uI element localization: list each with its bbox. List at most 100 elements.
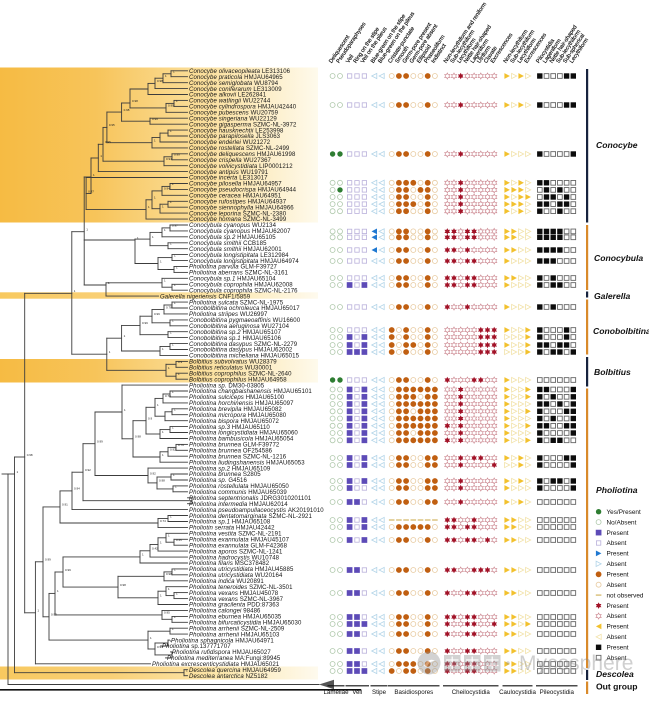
- svg-text:Pileocystidia: Pileocystidia: [540, 689, 575, 696]
- svg-text:Conocybe singeriana WU22129: Conocybe singeriana WU22129: [189, 116, 277, 122]
- svg-text:Pholiotina exannulata HMJAU451: Pholiotina exannulata HMJAU45107: [189, 538, 290, 544]
- svg-text:0.92: 0.92: [150, 471, 156, 475]
- svg-text:1: 1: [170, 129, 172, 133]
- svg-text:Conocybe deliquescens HMJAU619: Conocybe deliquescens HMJAU61998: [189, 152, 296, 158]
- svg-text:1: 1: [170, 514, 172, 518]
- svg-text:Conocybe ceracea HMJAU64951: Conocybe ceracea HMJAU64951: [189, 194, 282, 200]
- svg-text:0.79: 0.79: [178, 443, 184, 447]
- svg-text:0.99: 0.99: [142, 321, 148, 325]
- svg-text:Conocybe hausknechtii LE253998: Conocybe hausknechtii LE253998: [189, 128, 284, 134]
- svg-text:Conocybula longistipitata LE31: Conocybula longistipitata LE312984: [189, 253, 289, 259]
- svg-text:Pholiotina brevipila HMJAU6508: Pholiotina brevipila HMJAU65082: [189, 407, 282, 413]
- svg-text:0.87: 0.87: [88, 189, 94, 193]
- svg-text:Conocybe alkovii LE262841: Conocybe alkovii LE262841: [189, 93, 267, 99]
- svg-text:Absent: Absent: [607, 634, 627, 641]
- svg-text:Pholiotina brunnea SZMC-NL-121: Pholiotina brunnea SZMC-NL-1216: [189, 454, 287, 460]
- svg-text:1: 1: [174, 568, 176, 572]
- svg-text:Basidiospores: Basidiospores: [394, 689, 433, 696]
- svg-text:Pholiotina communis HMJAU65039: Pholiotina communis HMJAU65039: [189, 490, 287, 496]
- svg-text:0.98: 0.98: [157, 79, 163, 83]
- svg-text:1: 1: [178, 372, 180, 376]
- svg-text:Pholiotin serrata HMJAU42442: Pholiotin serrata HMJAU42442: [189, 526, 275, 532]
- svg-text:1: 1: [164, 279, 166, 283]
- svg-text:Conocybe semiglobata WU8794: Conocybe semiglobata WU8794: [189, 81, 279, 87]
- svg-text:Pholiotina micropora HMJAU6508: Pholiotina micropora HMJAU65080: [189, 413, 287, 419]
- svg-text:Conocybe antipus WU19791: Conocybe antipus WU19791: [189, 170, 269, 176]
- svg-text:Absent: Absent: [607, 561, 627, 568]
- svg-text:1: 1: [162, 430, 164, 434]
- svg-text:1: 1: [148, 205, 150, 209]
- svg-text:Absent: Absent: [607, 655, 627, 662]
- svg-text:Conocybe homana SZMC-NL-3499: Conocybe homana SZMC-NL-3499: [189, 217, 287, 223]
- svg-text:Stipe: Stipe: [372, 689, 387, 696]
- svg-text:Pholiotina intermedia HMJAU620: Pholiotina intermedia HMJAU62014: [189, 502, 288, 508]
- svg-text:1: 1: [168, 534, 170, 538]
- svg-text:Present: Present: [607, 645, 629, 652]
- svg-text:0.95: 0.95: [109, 123, 115, 127]
- svg-text:0.97: 0.97: [172, 224, 178, 228]
- svg-text:0.98: 0.98: [120, 583, 126, 587]
- svg-text:Pholiotina sp.2 HMJAU65109: Pholiotina sp.2 HMJAU65109: [189, 466, 271, 472]
- svg-text:1: 1: [86, 228, 88, 232]
- svg-text:Cheilocystidia: Cheilocystidia: [452, 689, 491, 696]
- svg-text:Conobolbitina dasypus SZMC-NL-: Conobolbitina dasypus SZMC-NL-2279: [189, 342, 298, 348]
- svg-text:0.98: 0.98: [159, 479, 165, 483]
- svg-text:Veil: Veil: [352, 689, 362, 696]
- svg-text:Conobolbitina pygmaeoaffinis W: Conobolbitina pygmaeoaffinis WU16600: [189, 318, 301, 324]
- svg-text:Pholiotina utricystidiata WU20: Pholiotina utricystidiata WU20164: [189, 573, 283, 579]
- svg-text:Absent: Absent: [607, 613, 627, 620]
- svg-text:Yes/Present: Yes/Present: [607, 509, 641, 516]
- svg-text:1: 1: [157, 403, 159, 407]
- svg-text:Conocybe watlingii WU22744: Conocybe watlingii WU22744: [189, 99, 271, 105]
- svg-text:Pholiotina rufidispora HMJAU65: Pholiotina rufidispora HMJAU65027: [172, 650, 271, 656]
- svg-text:Conobolbitina: Conobolbitina: [593, 326, 649, 336]
- svg-text:Mycosphere: Mycosphere: [519, 652, 633, 675]
- svg-text:Conocybe siennophylla HMJAU649: Conocybe siennophylla HMJAU64966: [189, 205, 294, 211]
- svg-text:Pholiotina: Pholiotina: [596, 485, 638, 495]
- svg-text:Conocybe praticola HMJAU64965: Conocybe praticola HMJAU64965: [189, 75, 283, 81]
- svg-text:Conocybe parapilosella JLS3063: Conocybe parapilosella JLS3063: [189, 134, 281, 140]
- svg-text:Bolbitius coprophilus SZMC-NL-: Bolbitius coprophilus SZMC-NL-2640: [189, 371, 292, 377]
- svg-text:Present: Present: [607, 603, 629, 610]
- svg-text:Pholiotina sulcata SZMC-NL-197: Pholiotina sulcata SZMC-NL-1975: [189, 300, 284, 306]
- svg-text:Conocybula sp.1 HMJAU65104: Conocybula sp.1 HMJAU65104: [189, 277, 276, 283]
- svg-text:Conocybe olivaceopileata LE313: Conocybe olivaceopileata LE313106: [189, 69, 291, 75]
- svg-text:1: 1: [175, 485, 177, 489]
- svg-text:0.92: 0.92: [170, 448, 176, 452]
- svg-text:0.74: 0.74: [160, 519, 166, 523]
- svg-text:Pholiotina filaris MSC378482: Pholiotina filaris MSC378482: [189, 561, 270, 567]
- svg-text:Conocybe rufostipes HMJAU64937: Conocybe rufostipes HMJAU64937: [189, 200, 287, 206]
- svg-text:Conobolbitina sp.2 HMJAU65107: Conobolbitina sp.2 HMJAU65107: [189, 330, 282, 336]
- svg-text:0.99: 0.99: [152, 117, 158, 121]
- svg-text:Pholiotina brunnea GLM-F39772: Pholiotina brunnea GLM-F39772: [189, 443, 280, 449]
- svg-text:1: 1: [176, 591, 178, 595]
- svg-text:1: 1: [142, 553, 144, 557]
- svg-text:Conocybula sp.2 HMJAU65105: Conocybula sp.2 HMJAU65105: [189, 235, 276, 241]
- svg-text:Lamellae: Lamellae: [323, 689, 349, 696]
- svg-text:1: 1: [74, 289, 76, 293]
- svg-text:0.99: 0.99: [45, 558, 51, 562]
- svg-text:Conobolbitina micheliana HMJAU: Conobolbitina micheliana HMJAU65015: [189, 354, 300, 360]
- svg-text:Pholiotina indica WU20891: Pholiotina indica WU20891: [189, 579, 264, 585]
- svg-text:1: 1: [162, 347, 164, 351]
- svg-text:Conocybe enderlei WU21272: Conocybe enderlei WU21272: [189, 140, 271, 146]
- svg-text:0.98: 0.98: [166, 572, 172, 576]
- svg-text:Conocybula: Conocybula: [594, 253, 643, 263]
- svg-text:Pholiotina vestita SZMC-NL-219: Pholiotina vestita SZMC-NL-2191: [189, 532, 282, 538]
- svg-text:Conocybe coniferarum LE313009: Conocybe coniferarum LE313009: [189, 87, 282, 93]
- svg-text:0.95: 0.95: [164, 611, 170, 615]
- svg-text:Conocybe pilosella HMJAU64957: Conocybe pilosella HMJAU64957: [189, 182, 282, 188]
- svg-text:1: 1: [194, 497, 196, 501]
- svg-text:0.94: 0.94: [74, 487, 80, 491]
- svg-text:1: 1: [150, 636, 152, 640]
- svg-text:not observed: not observed: [607, 592, 644, 599]
- svg-text:1: 1: [173, 473, 175, 477]
- svg-text:Bolbitius coprophilus HMJAU649: Bolbitius coprophilus HMJAU64958: [189, 377, 287, 383]
- svg-text:0.99: 0.99: [65, 568, 71, 572]
- svg-text:Pholiotina rostellulata HMJAU6: Pholiotina rostellulata HMJAU65050: [189, 484, 289, 490]
- svg-text:1: 1: [100, 154, 102, 158]
- svg-text:Conobolbitina dasypus HMJAU620: Conobolbitina dasypus HMJAU62002: [189, 348, 293, 354]
- svg-text:Bolbitius subvolvatus WU28379: Bolbitius subvolvatus WU28379: [189, 360, 277, 366]
- svg-text:Pholiotina sp.3 HMJAU65110: Pholiotina sp.3 HMJAU65110: [189, 425, 270, 431]
- svg-text:Pholiotina calongei 98486: Pholiotina calongei 98486: [189, 609, 261, 615]
